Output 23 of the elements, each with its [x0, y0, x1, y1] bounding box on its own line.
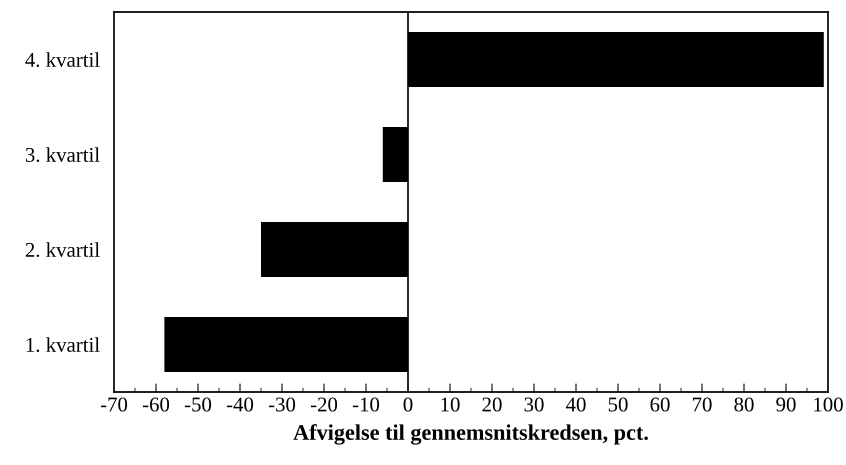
x-tick-label: 10 — [441, 397, 460, 412]
x-axis-title: Afvigelse til gennemsnitskredsen, pct. — [293, 424, 648, 445]
x-tick-label: 0 — [404, 397, 412, 412]
x-tick-label: -70 — [100, 397, 128, 412]
x-tick-label: -40 — [226, 397, 254, 412]
x-tick-label: 50 — [608, 397, 628, 412]
x-tick-label: 60 — [650, 397, 670, 412]
x-tick-label: 20 — [482, 397, 502, 412]
x-tick-label: -20 — [310, 397, 338, 412]
y-tick-label: 2. kvartil — [26, 242, 100, 258]
x-tick-label: 90 — [776, 397, 796, 412]
x-tick-label: -10 — [352, 397, 380, 412]
x-tick-label: 80 — [734, 397, 754, 412]
x-tick-label: -30 — [268, 397, 296, 412]
y-tick-label: 3. kvartil — [26, 147, 100, 162]
x-tick-label: 70 — [692, 397, 712, 412]
x-tick-label: 100 — [814, 397, 843, 412]
y-tick-label: 4. kvartil — [25, 52, 100, 68]
x-tick-label: -50 — [184, 397, 212, 412]
y-tick-label: 1. kvartil — [26, 337, 100, 352]
x-tick-label: 30 — [524, 397, 544, 412]
x-tick-label: -60 — [142, 397, 170, 412]
x-tick-label: 40 — [566, 397, 586, 412]
